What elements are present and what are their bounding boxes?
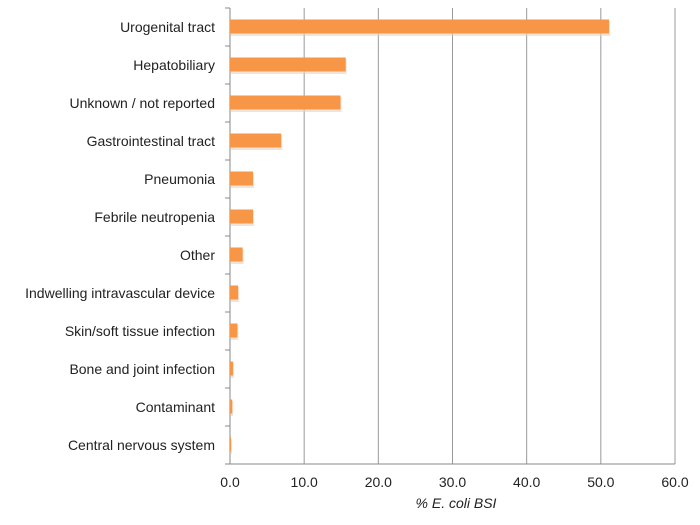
x-tick-label: 30.0 <box>439 474 466 490</box>
x-tick-label: 50.0 <box>587 474 614 490</box>
bar <box>230 57 346 72</box>
bar <box>230 95 341 110</box>
x-tick-label: 10.0 <box>291 474 318 490</box>
y-tick-label: Contaminant <box>136 399 215 415</box>
x-tick-label: 40.0 <box>513 474 540 490</box>
bar-shadow <box>231 439 232 454</box>
y-tick-label: Central nervous system <box>68 437 215 453</box>
x-tick-label: 20.0 <box>365 474 392 490</box>
bar <box>230 399 233 414</box>
bar <box>230 247 243 262</box>
x-axis-label: % E. coli BSI <box>416 495 497 511</box>
y-tick-label: Febrile neutropenia <box>94 209 215 225</box>
bar <box>230 209 253 224</box>
y-tick-label: Gastrointestinal tract <box>87 133 215 149</box>
bar <box>230 323 238 338</box>
y-tick-label: Skin/soft tissue infection <box>65 323 215 339</box>
y-tick-label: Urogenital tract <box>120 19 215 35</box>
bar <box>230 171 253 186</box>
y-tick-label: Bone and joint infection <box>69 361 215 377</box>
y-tick-label: Indwelling intravascular device <box>25 285 215 301</box>
bar <box>230 437 231 452</box>
y-tick-label: Unknown / not reported <box>69 95 215 111</box>
bar <box>230 19 609 34</box>
bar <box>230 285 239 300</box>
y-tick-label: Other <box>180 247 215 263</box>
bar <box>230 133 282 148</box>
y-tick-label: Hepatobiliary <box>133 57 215 73</box>
bar <box>230 361 233 376</box>
x-tick-label: 0.0 <box>220 474 240 490</box>
x-tick-label: 60.0 <box>661 474 688 490</box>
y-tick-label: Pneumonia <box>144 171 215 187</box>
